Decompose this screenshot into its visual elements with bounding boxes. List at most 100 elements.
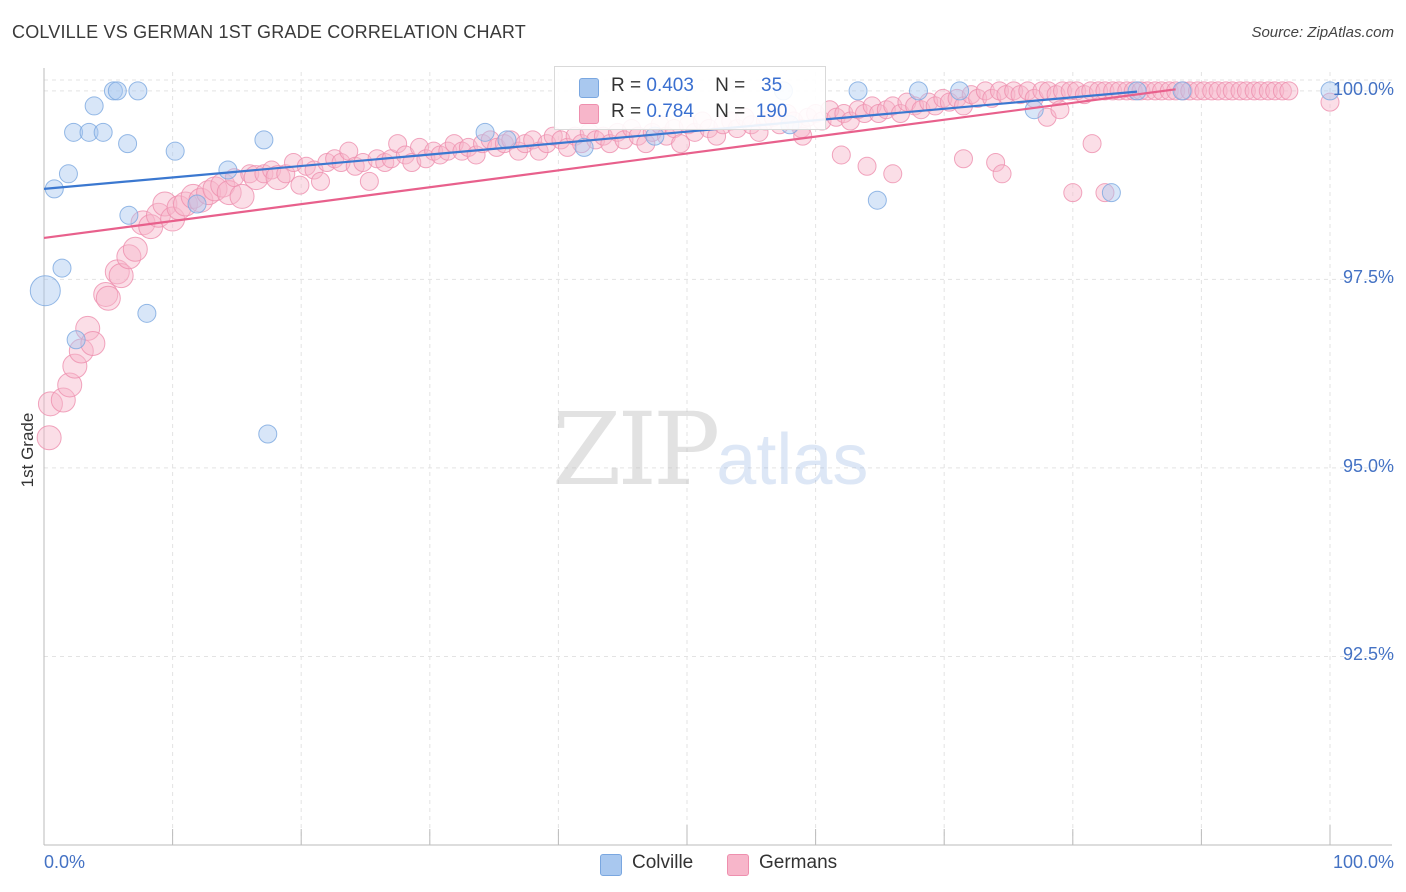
germans-point <box>1180 81 1200 101</box>
germans-point <box>614 130 634 150</box>
germans-point <box>572 134 592 154</box>
germans-point <box>986 152 1006 172</box>
legend-n-label: N = <box>715 101 746 122</box>
x-tick-label-min: 0.0% <box>44 852 86 872</box>
chart-title: COLVILLE VS GERMAN 1ST GRADE CORRELATION… <box>12 22 526 42</box>
germans-point <box>1320 92 1340 112</box>
colville-point <box>1127 81 1147 101</box>
y-tick-label: 97.5% <box>1342 267 1394 288</box>
legend-n-value: 35 <box>761 75 783 96</box>
germans-point <box>975 81 995 101</box>
colville-point <box>58 164 78 184</box>
legend-r-label: R = <box>611 75 642 96</box>
germans-point <box>1082 134 1102 154</box>
y-tick-label: 100.0% <box>1332 78 1394 99</box>
germans-point <box>1060 81 1080 101</box>
germans-point <box>152 191 178 217</box>
germans-point <box>1251 81 1271 101</box>
legend-r-value: 0.784 <box>646 101 694 122</box>
colville-point <box>107 81 127 101</box>
colville-point <box>1172 81 1192 101</box>
germans-point <box>1053 81 1073 101</box>
legend-label-germans: Germans <box>759 852 838 873</box>
germans-point <box>1279 81 1299 101</box>
colville-point <box>128 81 148 101</box>
colville-point <box>867 190 887 210</box>
colville-point <box>165 141 185 161</box>
legend-text-germans: R = 0.784 N = 190 <box>611 101 787 123</box>
germans-point <box>961 85 981 105</box>
colville-point <box>118 134 138 154</box>
colville-point <box>52 258 72 278</box>
colville-point <box>1101 183 1121 203</box>
germans-point <box>108 263 134 289</box>
germans-point <box>1272 81 1292 101</box>
germans-point <box>854 103 874 123</box>
legend-n-value: 190 <box>755 101 788 122</box>
germans-point <box>968 88 988 108</box>
germans-point <box>310 171 330 191</box>
colville-point <box>137 303 157 323</box>
correlation-legend: R = 0.403 N = 35 R = 0.784 N = 190 <box>554 66 826 130</box>
germans-point <box>202 176 228 202</box>
y-axis-label: 1st Grade <box>18 412 37 488</box>
legend-text-colville: R = 0.403 N = 35 <box>611 75 782 97</box>
germans-point <box>122 236 148 262</box>
germans-point <box>1103 81 1123 101</box>
colville-point <box>254 130 274 150</box>
germans-point <box>1236 81 1256 101</box>
colville-point <box>475 122 495 142</box>
germans-point <box>75 315 101 341</box>
legend-swatch-colville <box>579 78 599 98</box>
germans-point <box>953 149 973 169</box>
legend-swatch-colville <box>600 854 622 876</box>
colville-point <box>908 81 928 101</box>
legend-label-colville: Colville <box>632 852 694 873</box>
germans-point <box>831 145 851 165</box>
colville-point <box>93 122 113 142</box>
germans-point <box>50 387 76 413</box>
germans-point <box>933 88 953 108</box>
watermark: ZIPatlas <box>552 400 868 500</box>
legend-n-label: N = <box>715 75 746 96</box>
germans-point <box>1188 81 1208 101</box>
colville-point <box>84 96 104 116</box>
germans-point <box>992 164 1012 184</box>
colville-trend-line <box>43 90 1138 190</box>
germans-point <box>1265 81 1285 101</box>
legend-swatch-germans <box>727 854 749 876</box>
germans-point <box>1222 81 1242 101</box>
colville-point <box>497 130 517 150</box>
series-legend: Colville Germans <box>0 852 1406 878</box>
germans-point <box>1063 183 1083 203</box>
germans-point <box>1230 81 1250 101</box>
germans-point <box>883 164 903 184</box>
germans-point <box>1258 81 1278 101</box>
germans-point <box>95 285 121 311</box>
colville-point <box>119 205 139 225</box>
trend-lines <box>43 88 1176 240</box>
germans-point <box>1202 81 1222 101</box>
germans-point <box>290 175 310 195</box>
germans-point <box>402 152 422 172</box>
germans-point <box>276 164 296 184</box>
germans-point <box>359 171 379 191</box>
germans-point <box>671 134 691 154</box>
germans-point <box>229 183 255 209</box>
germans-point <box>57 372 83 398</box>
germans-point <box>1208 81 1228 101</box>
germans-point <box>1018 81 1038 101</box>
germans-point <box>388 134 408 154</box>
colville-point <box>950 81 970 101</box>
colville-point <box>574 137 594 157</box>
source-label: Source: ZipAtlas.com <box>1251 24 1394 41</box>
germans-point <box>857 156 877 176</box>
germans-point <box>36 425 62 451</box>
germans-point <box>1216 81 1236 101</box>
germans-point <box>848 100 868 120</box>
germans-point <box>93 281 119 307</box>
germans-point <box>1194 81 1214 101</box>
germans-point <box>1004 81 1024 101</box>
germans-trend-line <box>43 88 1176 240</box>
colville-point <box>29 275 61 307</box>
